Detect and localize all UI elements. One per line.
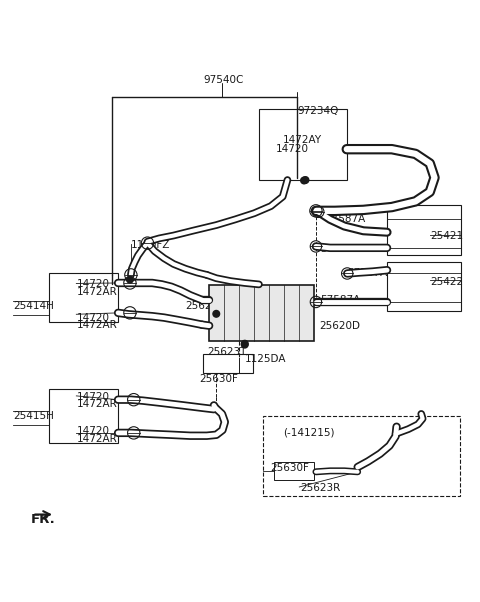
Text: 25620D: 25620D xyxy=(320,321,360,330)
Bar xyxy=(49,389,118,443)
Bar xyxy=(274,462,314,480)
Text: 25421: 25421 xyxy=(430,232,463,241)
Bar xyxy=(203,354,253,373)
Text: 14720: 14720 xyxy=(276,144,309,154)
Bar xyxy=(209,285,313,341)
Text: 14720: 14720 xyxy=(76,312,109,323)
Bar xyxy=(259,109,347,180)
Circle shape xyxy=(241,340,248,347)
Bar xyxy=(49,273,118,322)
Text: 97234Q: 97234Q xyxy=(297,106,338,116)
Text: 57587A: 57587A xyxy=(320,295,360,305)
Text: 25415H: 25415H xyxy=(13,411,54,421)
Text: 1472AR: 1472AR xyxy=(76,320,117,330)
Text: 25422: 25422 xyxy=(430,277,463,287)
Circle shape xyxy=(213,311,219,317)
Text: 25630F: 25630F xyxy=(270,463,309,473)
Text: 1472AR: 1472AR xyxy=(76,399,117,409)
Text: 14720: 14720 xyxy=(76,426,109,436)
Text: (-141215): (-141215) xyxy=(283,428,334,438)
Text: 25414H: 25414H xyxy=(13,301,54,311)
Text: 57587A: 57587A xyxy=(347,268,387,279)
Circle shape xyxy=(127,276,133,283)
Text: 25623R: 25623R xyxy=(301,483,341,494)
Circle shape xyxy=(301,177,307,184)
Text: 14720: 14720 xyxy=(76,392,109,402)
Text: 25622R: 25622R xyxy=(185,301,226,311)
Text: 1140FZ: 1140FZ xyxy=(131,240,170,250)
Text: 97540C: 97540C xyxy=(203,75,243,85)
Text: 25630F: 25630F xyxy=(200,374,239,384)
Bar xyxy=(387,262,461,311)
Bar xyxy=(387,205,461,255)
Text: 1472AY: 1472AY xyxy=(283,135,322,144)
Text: 1472AR: 1472AR xyxy=(76,433,117,444)
Circle shape xyxy=(302,177,309,184)
Text: 1125DA: 1125DA xyxy=(245,354,286,364)
Text: 14720: 14720 xyxy=(76,279,109,290)
Text: 1472AR: 1472AR xyxy=(76,287,117,297)
Text: 25623T: 25623T xyxy=(208,347,247,357)
Bar xyxy=(263,416,460,495)
Text: 57587A: 57587A xyxy=(325,214,366,225)
Text: 57587A: 57587A xyxy=(320,244,360,254)
Text: FR.: FR. xyxy=(31,513,56,526)
Circle shape xyxy=(241,341,248,348)
